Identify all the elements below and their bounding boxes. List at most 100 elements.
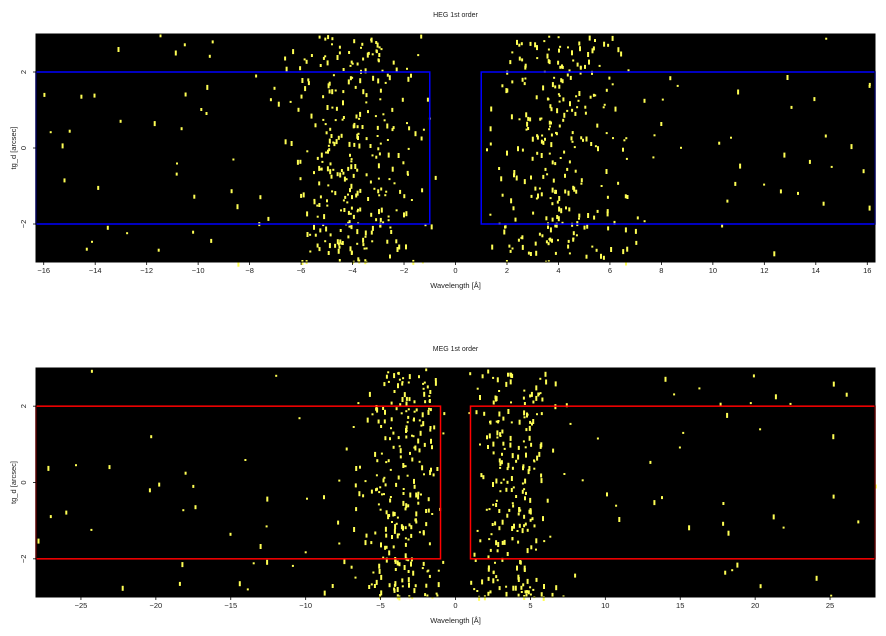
event-point <box>661 496 663 500</box>
event-point <box>739 163 742 169</box>
event-point <box>408 126 411 131</box>
event-point <box>375 474 378 477</box>
event-point <box>511 51 514 54</box>
x-tick-label: −16 <box>37 266 50 275</box>
event-point <box>517 540 520 544</box>
event-point <box>342 171 345 175</box>
event-point <box>492 578 495 584</box>
event-point <box>381 493 383 496</box>
event-point <box>322 224 325 227</box>
event-point <box>574 111 577 116</box>
event-point <box>397 475 400 480</box>
event-point <box>379 98 382 101</box>
event-point <box>503 229 506 235</box>
event-point <box>868 205 871 211</box>
event-point <box>560 208 563 214</box>
event-point <box>354 164 357 169</box>
event-point <box>577 99 580 102</box>
event-point <box>343 176 346 182</box>
event-point <box>296 159 299 165</box>
event-point <box>420 34 423 39</box>
event-point <box>579 46 581 52</box>
event-point <box>374 115 377 118</box>
event-point <box>428 395 431 398</box>
event-point <box>522 464 525 469</box>
event-point <box>371 240 374 243</box>
event-point <box>417 438 420 444</box>
event-point <box>489 126 492 132</box>
event-point <box>377 163 380 169</box>
event-point <box>558 94 561 97</box>
event-point <box>337 520 340 525</box>
event-point <box>523 568 526 572</box>
event-point <box>518 507 521 512</box>
event-point <box>608 76 611 80</box>
event-point <box>420 424 423 427</box>
event-point <box>119 119 122 123</box>
event-point <box>367 110 369 114</box>
event-point <box>540 592 543 598</box>
event-point <box>521 244 524 250</box>
event-point <box>428 407 430 410</box>
event-point <box>108 465 111 470</box>
event-point <box>357 257 360 262</box>
event-point <box>523 389 526 392</box>
event-point <box>506 513 509 518</box>
event-point <box>401 397 404 402</box>
event-point <box>535 197 538 200</box>
event-point <box>523 179 526 185</box>
event-point <box>336 239 339 245</box>
event-point <box>558 100 561 103</box>
event-point <box>68 129 71 133</box>
y-axis-label: tg_d [arcsec] <box>9 461 18 504</box>
event-point <box>481 374 484 379</box>
event-point <box>535 548 537 551</box>
event-point <box>540 139 543 144</box>
event-point <box>479 443 481 446</box>
event-point <box>423 473 425 476</box>
event-point <box>511 80 514 84</box>
event-point <box>494 561 496 564</box>
event-point <box>418 419 421 422</box>
event-point <box>37 538 40 544</box>
x-tick-label: 10 <box>601 601 609 610</box>
event-point <box>404 537 407 540</box>
event-point <box>495 499 498 502</box>
event-point <box>335 139 338 145</box>
event-point <box>556 200 559 204</box>
x-tick-label: 15 <box>676 601 684 610</box>
event-point <box>397 153 400 158</box>
event-point <box>495 420 498 423</box>
event-point <box>512 206 515 211</box>
event-point <box>358 117 361 120</box>
event-point <box>370 212 373 217</box>
event-point <box>397 383 399 389</box>
event-point <box>496 436 499 439</box>
event-point <box>322 95 325 99</box>
event-point <box>423 442 426 447</box>
event-point <box>591 70 593 75</box>
event-point <box>734 181 737 186</box>
event-point <box>320 167 323 171</box>
event-point <box>408 523 411 527</box>
event-point <box>664 376 667 382</box>
event-point <box>382 221 385 224</box>
event-point <box>504 225 507 229</box>
event-point <box>497 420 500 422</box>
event-point <box>327 251 330 255</box>
event-point <box>413 588 416 594</box>
event-point <box>635 240 638 245</box>
event-point <box>549 104 552 109</box>
event-point <box>375 579 378 585</box>
event-point <box>498 458 501 463</box>
event-point <box>490 533 493 536</box>
event-point <box>524 590 527 594</box>
event-point <box>539 392 542 395</box>
event-point <box>474 559 477 562</box>
event-point <box>538 187 541 190</box>
plot-area <box>36 34 875 262</box>
event-point <box>391 535 393 539</box>
event-point <box>328 81 331 86</box>
event-point <box>868 84 871 88</box>
event-point <box>832 434 835 440</box>
